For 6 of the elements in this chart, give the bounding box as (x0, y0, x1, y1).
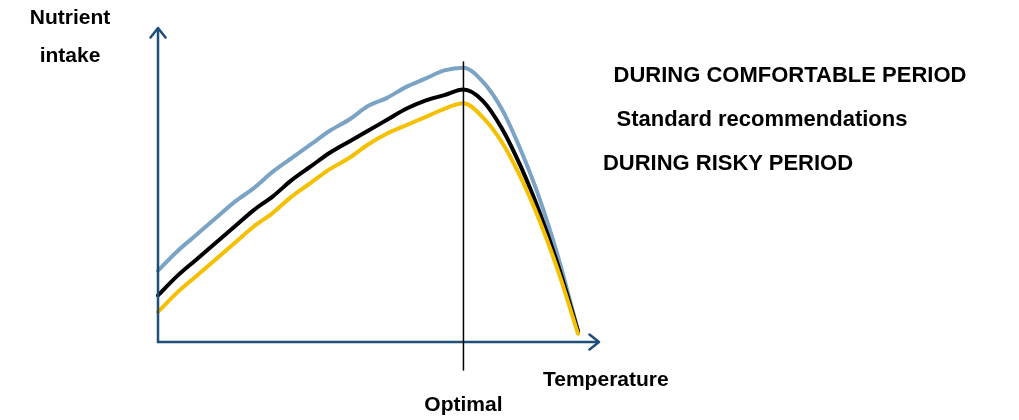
text: DURING COMFORTABLE PERIOD (613, 62, 967, 88)
y-axis-title: Nutrient intake (29, 4, 111, 66)
text: DURING RISKY PERIOD (602, 150, 854, 176)
text: Standard recommendations (616, 106, 908, 132)
text: Optimal (424, 391, 503, 415)
x-axis-title: Temperature (543, 366, 669, 390)
